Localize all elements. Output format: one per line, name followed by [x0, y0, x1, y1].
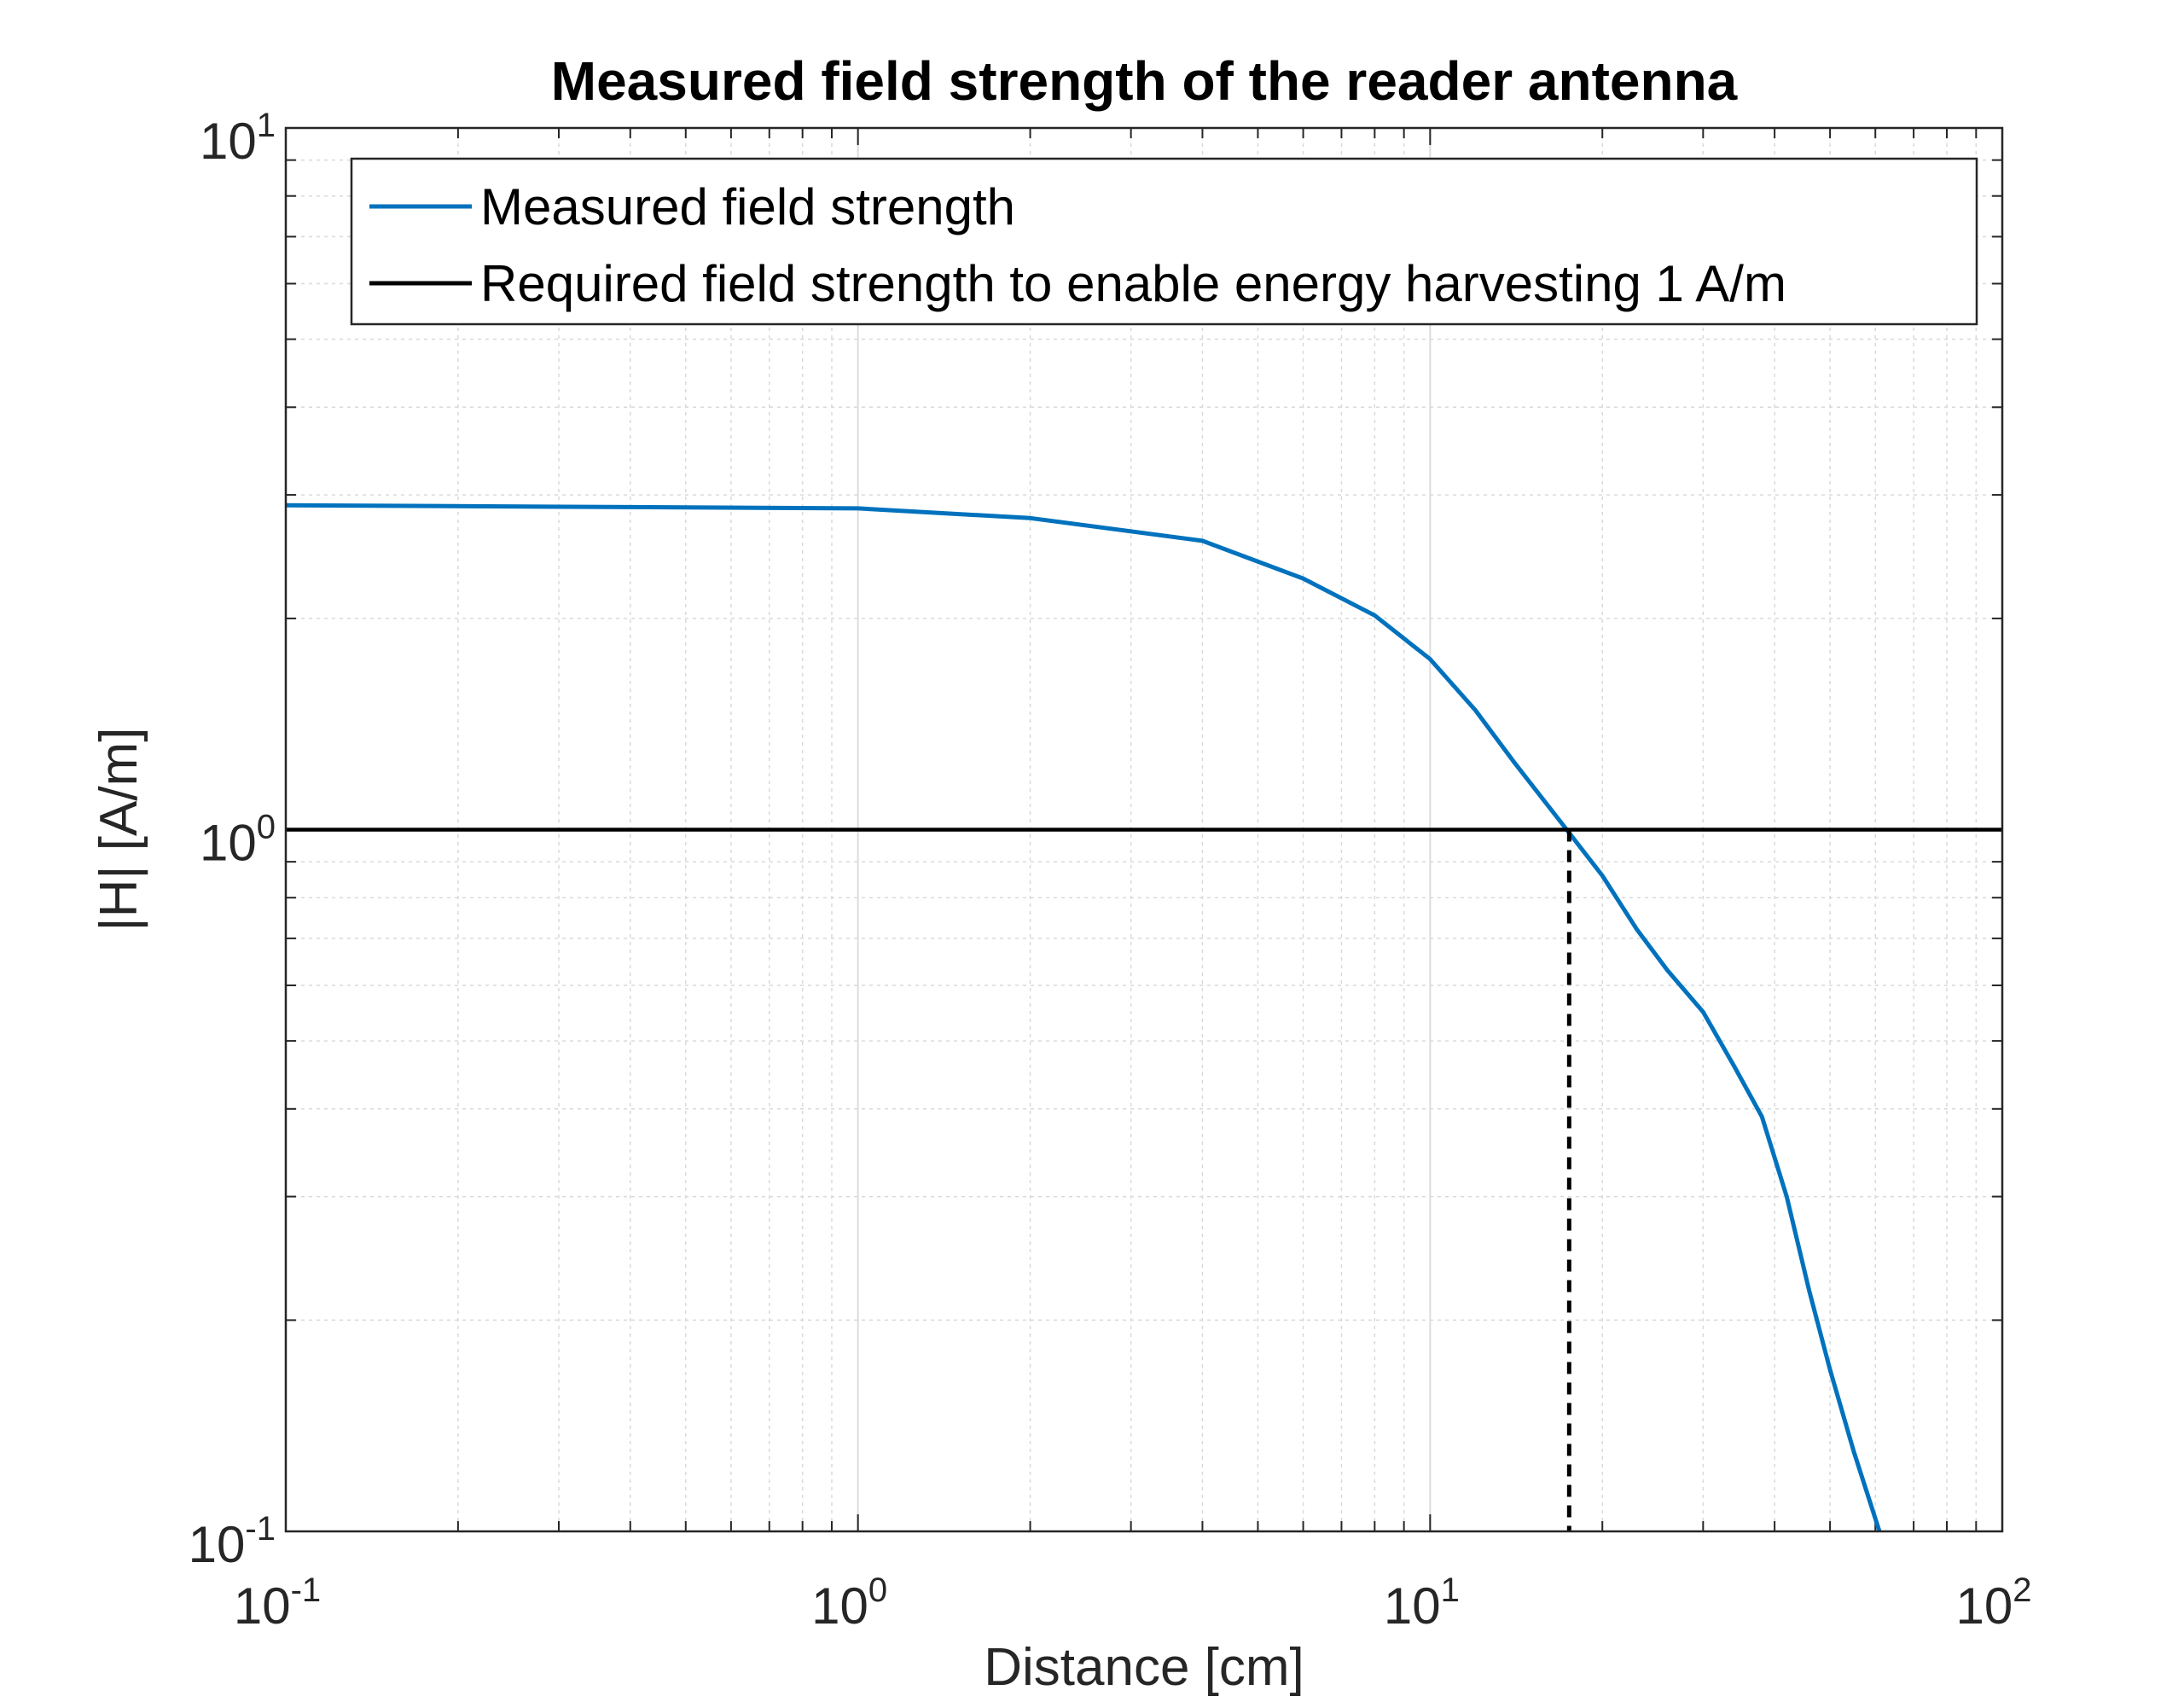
x-tick-label: 102	[1956, 1571, 2032, 1635]
series-line-measured	[285, 502, 1882, 1532]
x-axis-label: Distance [cm]	[984, 1638, 1304, 1697]
y-tick-label: 101	[200, 107, 276, 170]
x-tick-group: 10-1 100 101 102	[234, 1571, 2032, 1635]
legend-label-measured: Measured field strength	[480, 178, 1015, 235]
legend-label-required: Required field strength to enable energy…	[480, 255, 1786, 312]
x-tick-label: 100	[811, 1571, 887, 1635]
y-tick-label: 100	[200, 809, 276, 872]
plot-frame	[284, 126, 2004, 1533]
x-tick-label: 101	[1384, 1571, 1460, 1635]
series-layer	[285, 502, 2002, 1532]
chart-title: Measured field strength of the reader an…	[551, 50, 1738, 112]
y-tick-label: 10-1	[189, 1510, 276, 1573]
x-tick-label: 10-1	[234, 1571, 321, 1635]
legend-box	[350, 157, 1978, 326]
y-axis-label: |H| [A/m]	[90, 728, 148, 932]
legend: Measured field strength Required field s…	[350, 157, 1978, 326]
y-tick-group: 10-1 100 101	[189, 107, 276, 1573]
